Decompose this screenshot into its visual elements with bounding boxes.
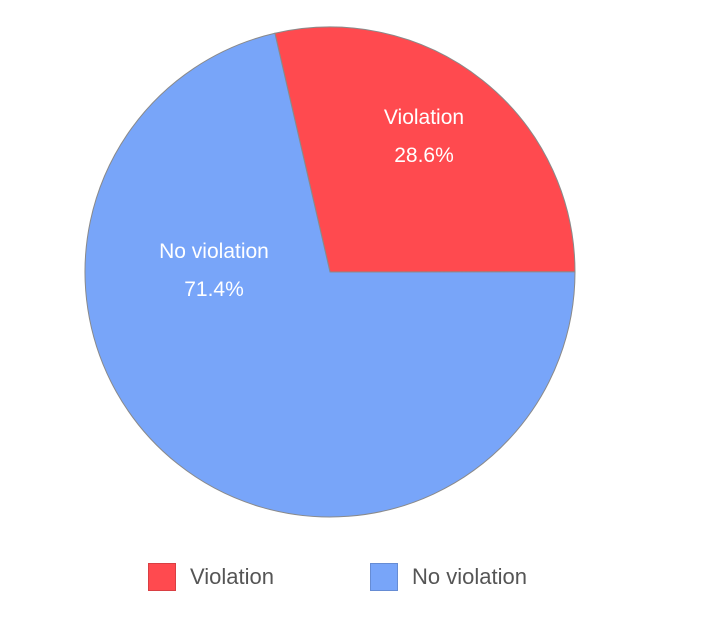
slice-value-no-violation: 71.4% (184, 278, 244, 301)
pie-labels: Violation 28.6% No violation 71.4% (159, 106, 464, 301)
legend-swatch-violation (148, 563, 176, 591)
pie-slice-no-violation (84, 32, 576, 518)
legend-label-no-violation: No violation (412, 564, 527, 589)
legend-swatch-no-violation (370, 563, 398, 591)
slice-label-no-violation: No violation (159, 240, 269, 263)
slice-label-violation: Violation (384, 106, 464, 129)
legend-label-violation: Violation (190, 564, 274, 589)
legend-item-no-violation: No violation (370, 563, 527, 591)
legend: Violation No violation (148, 563, 623, 591)
legend-item-violation: Violation (148, 563, 274, 591)
pie-slices (84, 26, 576, 518)
slice-value-violation: 28.6% (394, 144, 454, 167)
pie-slice-violation (274, 26, 576, 273)
